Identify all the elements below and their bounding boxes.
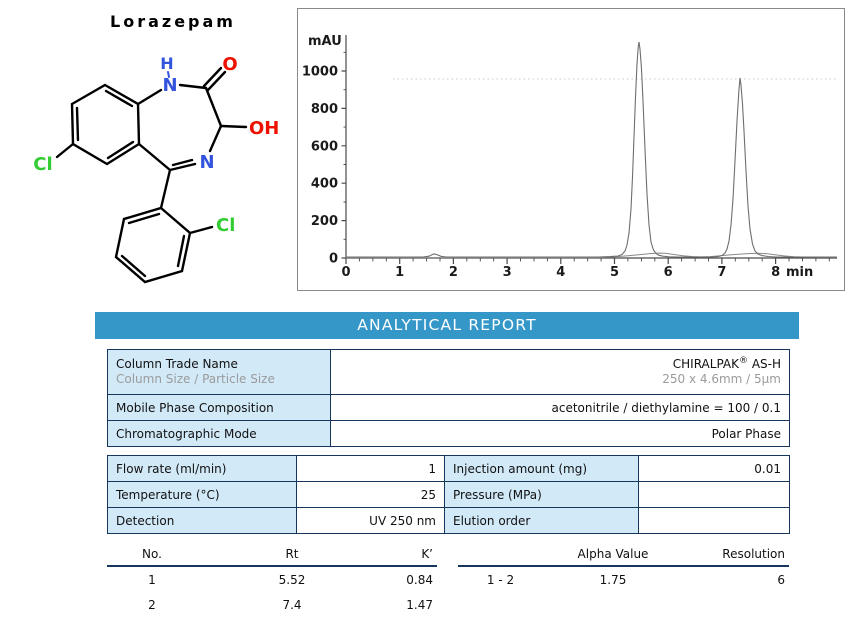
- resolution-value: 6: [777, 572, 785, 587]
- oh-group-label: OH: [249, 118, 279, 139]
- column-trade-name-value: CHIRALPAK® AS-H: [672, 356, 781, 372]
- alpha-value: 1.75: [599, 572, 627, 587]
- chromatogram-panel: mAU 0 200 400 600 800 1000 0 1 2 3 4 5 6…: [297, 8, 845, 291]
- y-tick-600: 600: [311, 139, 338, 154]
- peak-no: 1: [148, 572, 156, 587]
- y-tick-1000: 1000: [302, 65, 338, 80]
- pair-header: [458, 543, 543, 567]
- resolution-header: Resolution: [683, 543, 789, 567]
- y-tick-400: 400: [311, 177, 338, 192]
- mobile-phase-value: acetonitrile / diethylamine = 100 / 0.1: [330, 394, 790, 421]
- h-atom-label: H: [160, 54, 173, 73]
- chlorine-bonds: [55, 142, 214, 235]
- y-tick-800: 800: [311, 102, 338, 117]
- nh-bond: [167, 71, 170, 78]
- temperature-label: Temperature (°C): [107, 481, 297, 508]
- carbonyl-double-bond: [202, 66, 227, 92]
- y-tick-0: 0: [329, 252, 338, 267]
- x-tick-1: 1: [395, 265, 404, 280]
- x-tick-4: 4: [556, 265, 565, 280]
- elution-order-value: [638, 507, 790, 534]
- diazepine-ring: [136, 83, 223, 172]
- table-row: 2 7.4 1.47: [107, 592, 437, 617]
- table-row: Chromatographic Mode Polar Phase: [107, 420, 790, 447]
- flow-rate-value: 1: [296, 455, 445, 482]
- injection-amount-value: 0.01: [638, 455, 790, 482]
- n1-atom-label: N: [162, 75, 177, 96]
- table-row: 1 5.52 0.84: [107, 566, 437, 592]
- x-tick-2: 2: [449, 265, 458, 280]
- peak-no: 2: [148, 597, 156, 612]
- rt-header: Rt: [197, 543, 387, 567]
- x-tick-6: 6: [664, 265, 673, 280]
- injection-amount-label: Injection amount (mg): [444, 455, 639, 482]
- cl-right-label: Cl: [216, 215, 235, 236]
- separation-results-table: Alpha Value Resolution 1 - 2 1.75 6: [458, 543, 789, 592]
- peak-results-table: No. Rt K’ 1 5.52 0.84 2 7.4 1.47: [107, 543, 437, 617]
- report-title-band: ANALYTICAL REPORT: [95, 312, 799, 339]
- table-row: Mobile Phase Composition acetonitrile / …: [107, 394, 790, 421]
- y-tick-200: 200: [311, 214, 338, 229]
- no-header: No.: [107, 543, 197, 567]
- peak-rt: 7.4: [282, 597, 302, 612]
- detection-label: Detection: [107, 507, 297, 534]
- mobile-phase-label: Mobile Phase Composition: [107, 394, 331, 421]
- o-atom-label: O: [222, 54, 237, 75]
- x-tick-0: 0: [341, 265, 350, 280]
- peak-kprime: 0.84: [406, 572, 433, 587]
- peak-kprime: 1.47: [406, 597, 433, 612]
- molecule-title: Lorazepam: [110, 12, 236, 31]
- table-row: Column Trade Name Column Size / Particle…: [107, 349, 790, 395]
- registered-mark: ®: [739, 356, 748, 366]
- trace-main: [346, 41, 837, 258]
- x-tick-8: 8: [771, 265, 780, 280]
- x-tick-3: 3: [503, 265, 512, 280]
- kprime-header: K’: [387, 543, 437, 567]
- hydroxyl-bond: [219, 124, 248, 129]
- report-title: ANALYTICAL REPORT: [357, 316, 537, 334]
- flow-rate-label: Flow rate (ml/min): [107, 455, 297, 482]
- detection-value: UV 250 nm: [296, 507, 445, 534]
- pressure-value: [638, 481, 790, 508]
- table-row: 1 - 2 1.75 6: [458, 566, 789, 592]
- table-row: Detection UV 250 nm Elution order: [107, 507, 790, 534]
- axes: [341, 35, 837, 264]
- alpha-header: Alpha Value: [543, 543, 683, 567]
- column-trade-name-label: Column Trade Name: [116, 357, 238, 371]
- elution-order-label: Elution order: [444, 507, 639, 534]
- x-axis-unit: min: [786, 265, 813, 280]
- chromatographic-mode-label: Chromatographic Mode: [107, 420, 331, 447]
- column-info-table: Column Trade Name Column Size / Particle…: [107, 349, 790, 447]
- pair-label: 1 - 2: [486, 572, 515, 587]
- table-row: Flow rate (ml/min) 1 Injection amount (m…: [107, 455, 790, 482]
- benzene-ring: [70, 83, 141, 166]
- column-size-value: 250 x 4.6mm / 5µm: [662, 372, 781, 386]
- y-axis-unit: mAU: [308, 34, 342, 49]
- table-row: Temperature (°C) 25 Pressure (MPa): [107, 481, 790, 508]
- table-header-row: Alpha Value Resolution: [458, 543, 789, 567]
- table-header-row: No. Rt K’: [107, 543, 437, 567]
- chromatographic-mode-value: Polar Phase: [330, 420, 790, 447]
- temperature-value: 25: [296, 481, 445, 508]
- cl-left-label: Cl: [33, 154, 52, 175]
- conditions-table: Flow rate (ml/min) 1 Injection amount (m…: [107, 455, 790, 534]
- x-tick-5: 5: [610, 265, 619, 280]
- lorazepam-structure: H N O OH N Cl Cl: [33, 54, 279, 284]
- column-size-label: Column Size / Particle Size: [116, 372, 275, 386]
- pressure-label: Pressure (MPa): [444, 481, 639, 508]
- peak-rt: 5.52: [278, 572, 306, 587]
- phenyl-ring: [114, 168, 192, 284]
- x-tick-7: 7: [717, 265, 726, 280]
- n4-atom-label: N: [199, 152, 214, 173]
